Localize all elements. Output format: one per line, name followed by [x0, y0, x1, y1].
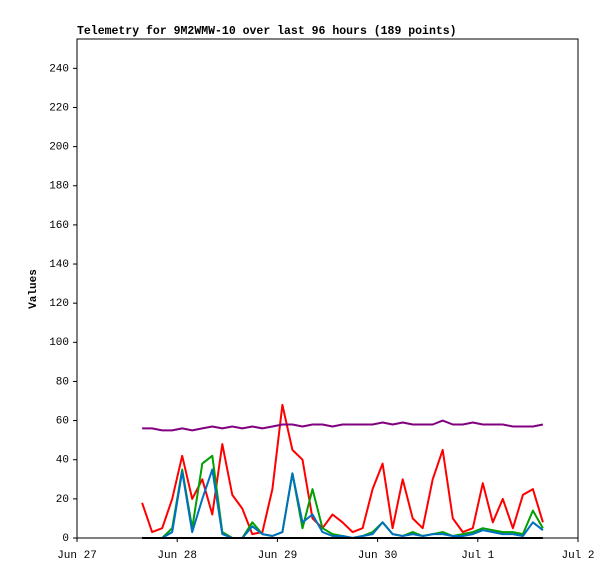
chart-title: Telemetry for 9M2WMW-10 over last 96 hou… [77, 25, 457, 38]
y-tick-label: 80 [56, 376, 69, 388]
y-tick-label: 60 [56, 415, 69, 427]
y-tick-label: 120 [49, 298, 69, 310]
y-tick-label: 200 [49, 142, 69, 154]
x-tick-label: Jul 2 [561, 550, 594, 562]
y-tick-label: 160 [49, 220, 69, 232]
y-tick-label: 40 [56, 455, 69, 467]
x-tick-label: Jun 30 [358, 550, 398, 562]
y-tick-label: 20 [56, 494, 69, 506]
series-line [141, 403, 544, 536]
y-tick-label: 140 [49, 259, 69, 271]
y-tick-label: 180 [49, 181, 69, 193]
x-tick-label: Jun 28 [157, 550, 197, 562]
x-tick-label: Jun 27 [57, 550, 97, 562]
series-line [142, 468, 544, 539]
plot-frame [76, 38, 579, 539]
series-line [142, 419, 544, 432]
y-tick-label: 100 [49, 337, 69, 349]
y-tick-label: 0 [62, 533, 69, 545]
y-tick-label: 220 [49, 102, 69, 114]
y-tick-label: 240 [49, 63, 69, 75]
x-tick-label: Jun 29 [258, 550, 298, 562]
x-tick-label: Jul 1 [461, 550, 494, 562]
y-axis-label: Values [28, 269, 40, 309]
